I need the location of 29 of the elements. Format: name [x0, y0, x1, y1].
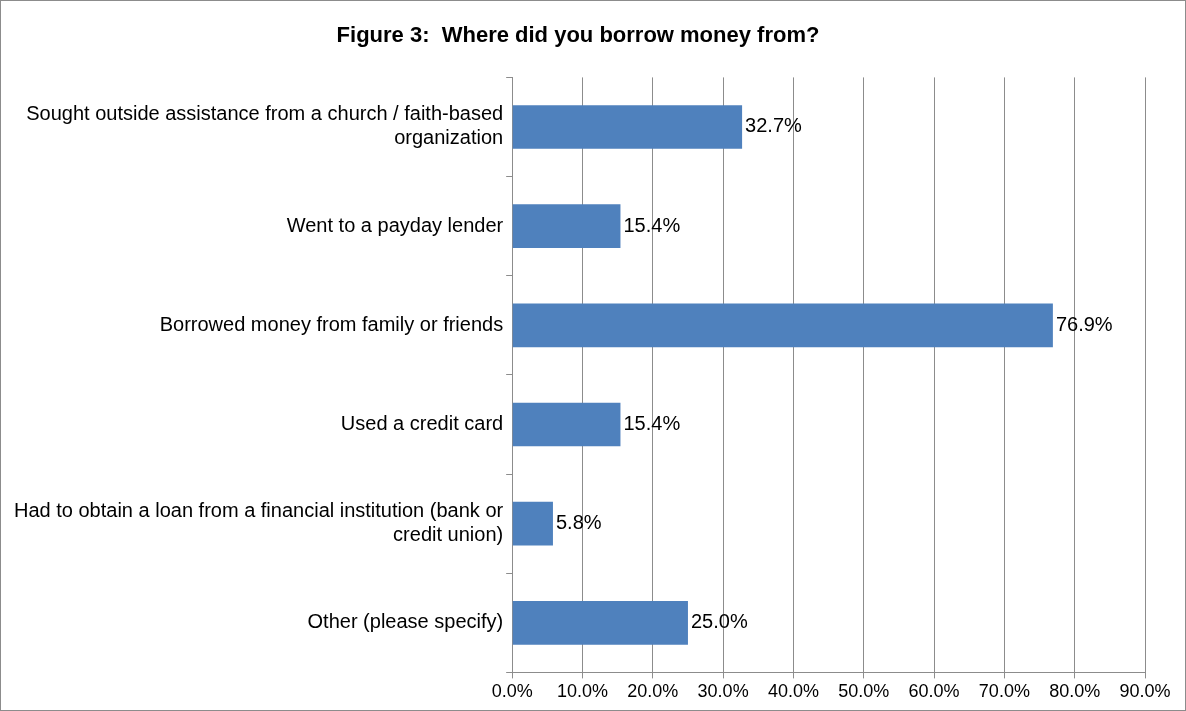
data-label: 76.9% — [1055, 312, 1113, 335]
bar — [512, 402, 621, 447]
x-tick-label: 10.0% — [556, 681, 609, 702]
x-tick-label: 40.0% — [767, 681, 819, 702]
y-tick-label: Had to obtain a loan from a financial institution (bank or credit union) — [14, 499, 504, 546]
x-tick-label: 50.0% — [838, 681, 890, 702]
y-tick-label: Went to a payday lender — [286, 213, 504, 236]
data-label: 15.4% — [623, 412, 681, 434]
data-label: 5.8% — [555, 511, 602, 534]
bar — [512, 601, 688, 645]
x-tick-label: 0.0% — [491, 681, 533, 702]
x-tick-label: 70.0% — [978, 681, 1030, 702]
y-tick-label: Borrowed money from family or friends — [159, 312, 504, 335]
y-tick-label: Other (please specify) — [307, 610, 504, 633]
data-label: 15.4% — [623, 213, 681, 236]
chart-title: Figure 3: Where did you borrow money from? — [336, 22, 820, 48]
bar — [512, 303, 1053, 348]
y-tick-label: Used a credit card — [340, 412, 504, 434]
data-label: 25.0% — [690, 610, 748, 633]
x-tick-label: 90.0% — [1119, 681, 1171, 702]
bar — [512, 105, 743, 149]
bar — [512, 501, 553, 546]
x-tick-label: 60.0% — [908, 681, 960, 702]
x-tick-label: 20.0% — [627, 681, 679, 702]
x-tick-label: 80.0% — [1049, 681, 1101, 702]
x-tick-label: 30.0% — [697, 681, 749, 702]
y-tick-label: Sought outside assistance from a church / faith-based organization — [26, 102, 504, 149]
bar — [512, 204, 621, 248]
data-label: 32.7% — [745, 114, 803, 137]
